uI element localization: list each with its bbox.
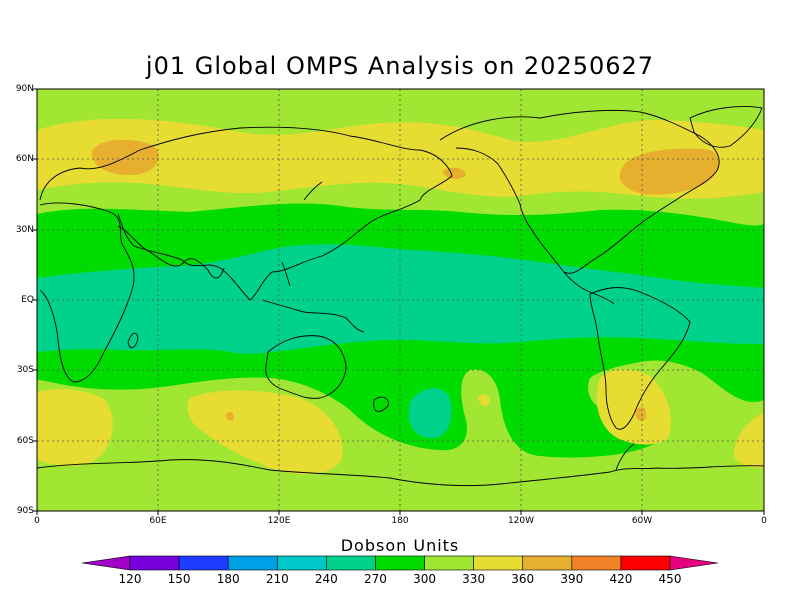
- coast-new-zealand: [373, 396, 389, 412]
- coast-arabia-india: [117, 225, 225, 279]
- colorbar-tick-label: 150: [167, 572, 191, 586]
- graticule: [37, 89, 764, 511]
- lat-label: 90S: [16, 506, 34, 516]
- band-nh-330-360: [37, 118, 764, 199]
- map-title: j01 Global OMPS Analysis on 20250627: [145, 52, 655, 80]
- coast-south-america: [589, 287, 691, 430]
- coast-north-america: [439, 109, 720, 274]
- max-canada-atlantic: [619, 148, 719, 195]
- lon-label: 60E: [149, 516, 167, 526]
- lat-label: 90N: [15, 84, 34, 94]
- colorbar-box: [178, 555, 229, 571]
- colorbar-box: [129, 555, 180, 571]
- coast-antarctic-peninsula: [615, 443, 635, 471]
- band-240-270: [37, 244, 764, 354]
- lon-label: 0: [761, 516, 767, 526]
- colorbar-box: [227, 555, 278, 571]
- coast-indonesia: [261, 299, 365, 333]
- colorbar-tick-label: 300: [413, 572, 436, 586]
- colorbar-box: [522, 555, 573, 571]
- colorbar-tick-label: 360: [511, 572, 535, 586]
- lon-label: 120E: [267, 516, 291, 526]
- lat-label: 60N: [15, 154, 34, 164]
- coast-greenland: [689, 106, 763, 148]
- sh-patch-east: [733, 412, 764, 468]
- colorbar-tick-label: 210: [265, 572, 289, 586]
- lon-label: 60W: [631, 516, 653, 526]
- lat-label: 30S: [16, 365, 34, 375]
- colorbar-tick-label: 450: [658, 572, 682, 586]
- colorbar-tick-label: 120: [118, 572, 142, 586]
- max-south-indian: [226, 411, 234, 421]
- colorbar-tick-label: 390: [560, 572, 584, 586]
- colorbar-tick-label: 420: [609, 572, 633, 586]
- coast-madagascar: [127, 332, 139, 349]
- colorbar-tick-label: 240: [314, 572, 338, 586]
- ozone-field: [37, 89, 764, 511]
- sh-patch-indian: [187, 390, 343, 475]
- max-north-pacific: [442, 167, 466, 179]
- lat-label: EQ: [21, 295, 34, 305]
- colorbar-box: [326, 555, 376, 571]
- colorbar-box: [571, 555, 622, 571]
- colorbar-tick-label: 180: [216, 572, 240, 586]
- lon-label: 0: [34, 516, 40, 526]
- colorbar-box: [473, 555, 524, 571]
- sh-patch-south-america: [596, 369, 672, 445]
- sh-patch-pacific: [478, 394, 490, 407]
- colorbar-box: [620, 555, 671, 571]
- coastlines: [37, 106, 764, 487]
- coast-australia: [265, 335, 347, 399]
- colorbar-low-triangle: [81, 555, 131, 571]
- colorbar-tick-label: 270: [364, 572, 387, 586]
- coast-africa: [39, 202, 135, 383]
- coast-antarctica: [37, 459, 764, 487]
- coast-central-america: [563, 271, 615, 305]
- colorbar-tick-label: 330: [462, 572, 486, 586]
- colorbar-high-triangle: [669, 555, 719, 571]
- lat-label: 30N: [15, 225, 34, 235]
- sh-patch-africa: [37, 389, 113, 466]
- lon-label: 120W: [507, 516, 535, 526]
- min-south-pacific: [408, 388, 452, 439]
- coast-japan: [303, 181, 323, 201]
- coast-philippines: [281, 261, 291, 287]
- colorbar-box: [276, 555, 327, 571]
- colorbar-box: [424, 555, 474, 571]
- colorbar-title: Dobson Units: [340, 536, 460, 555]
- colorbar: [81, 555, 719, 571]
- colorbar-box: [375, 555, 425, 571]
- coast-europe-asia: [39, 126, 453, 301]
- axis-ticks: [33, 88, 765, 515]
- lon-label: 180: [391, 516, 409, 526]
- lat-label: 60S: [16, 436, 34, 446]
- max-south-atlantic: [635, 407, 647, 421]
